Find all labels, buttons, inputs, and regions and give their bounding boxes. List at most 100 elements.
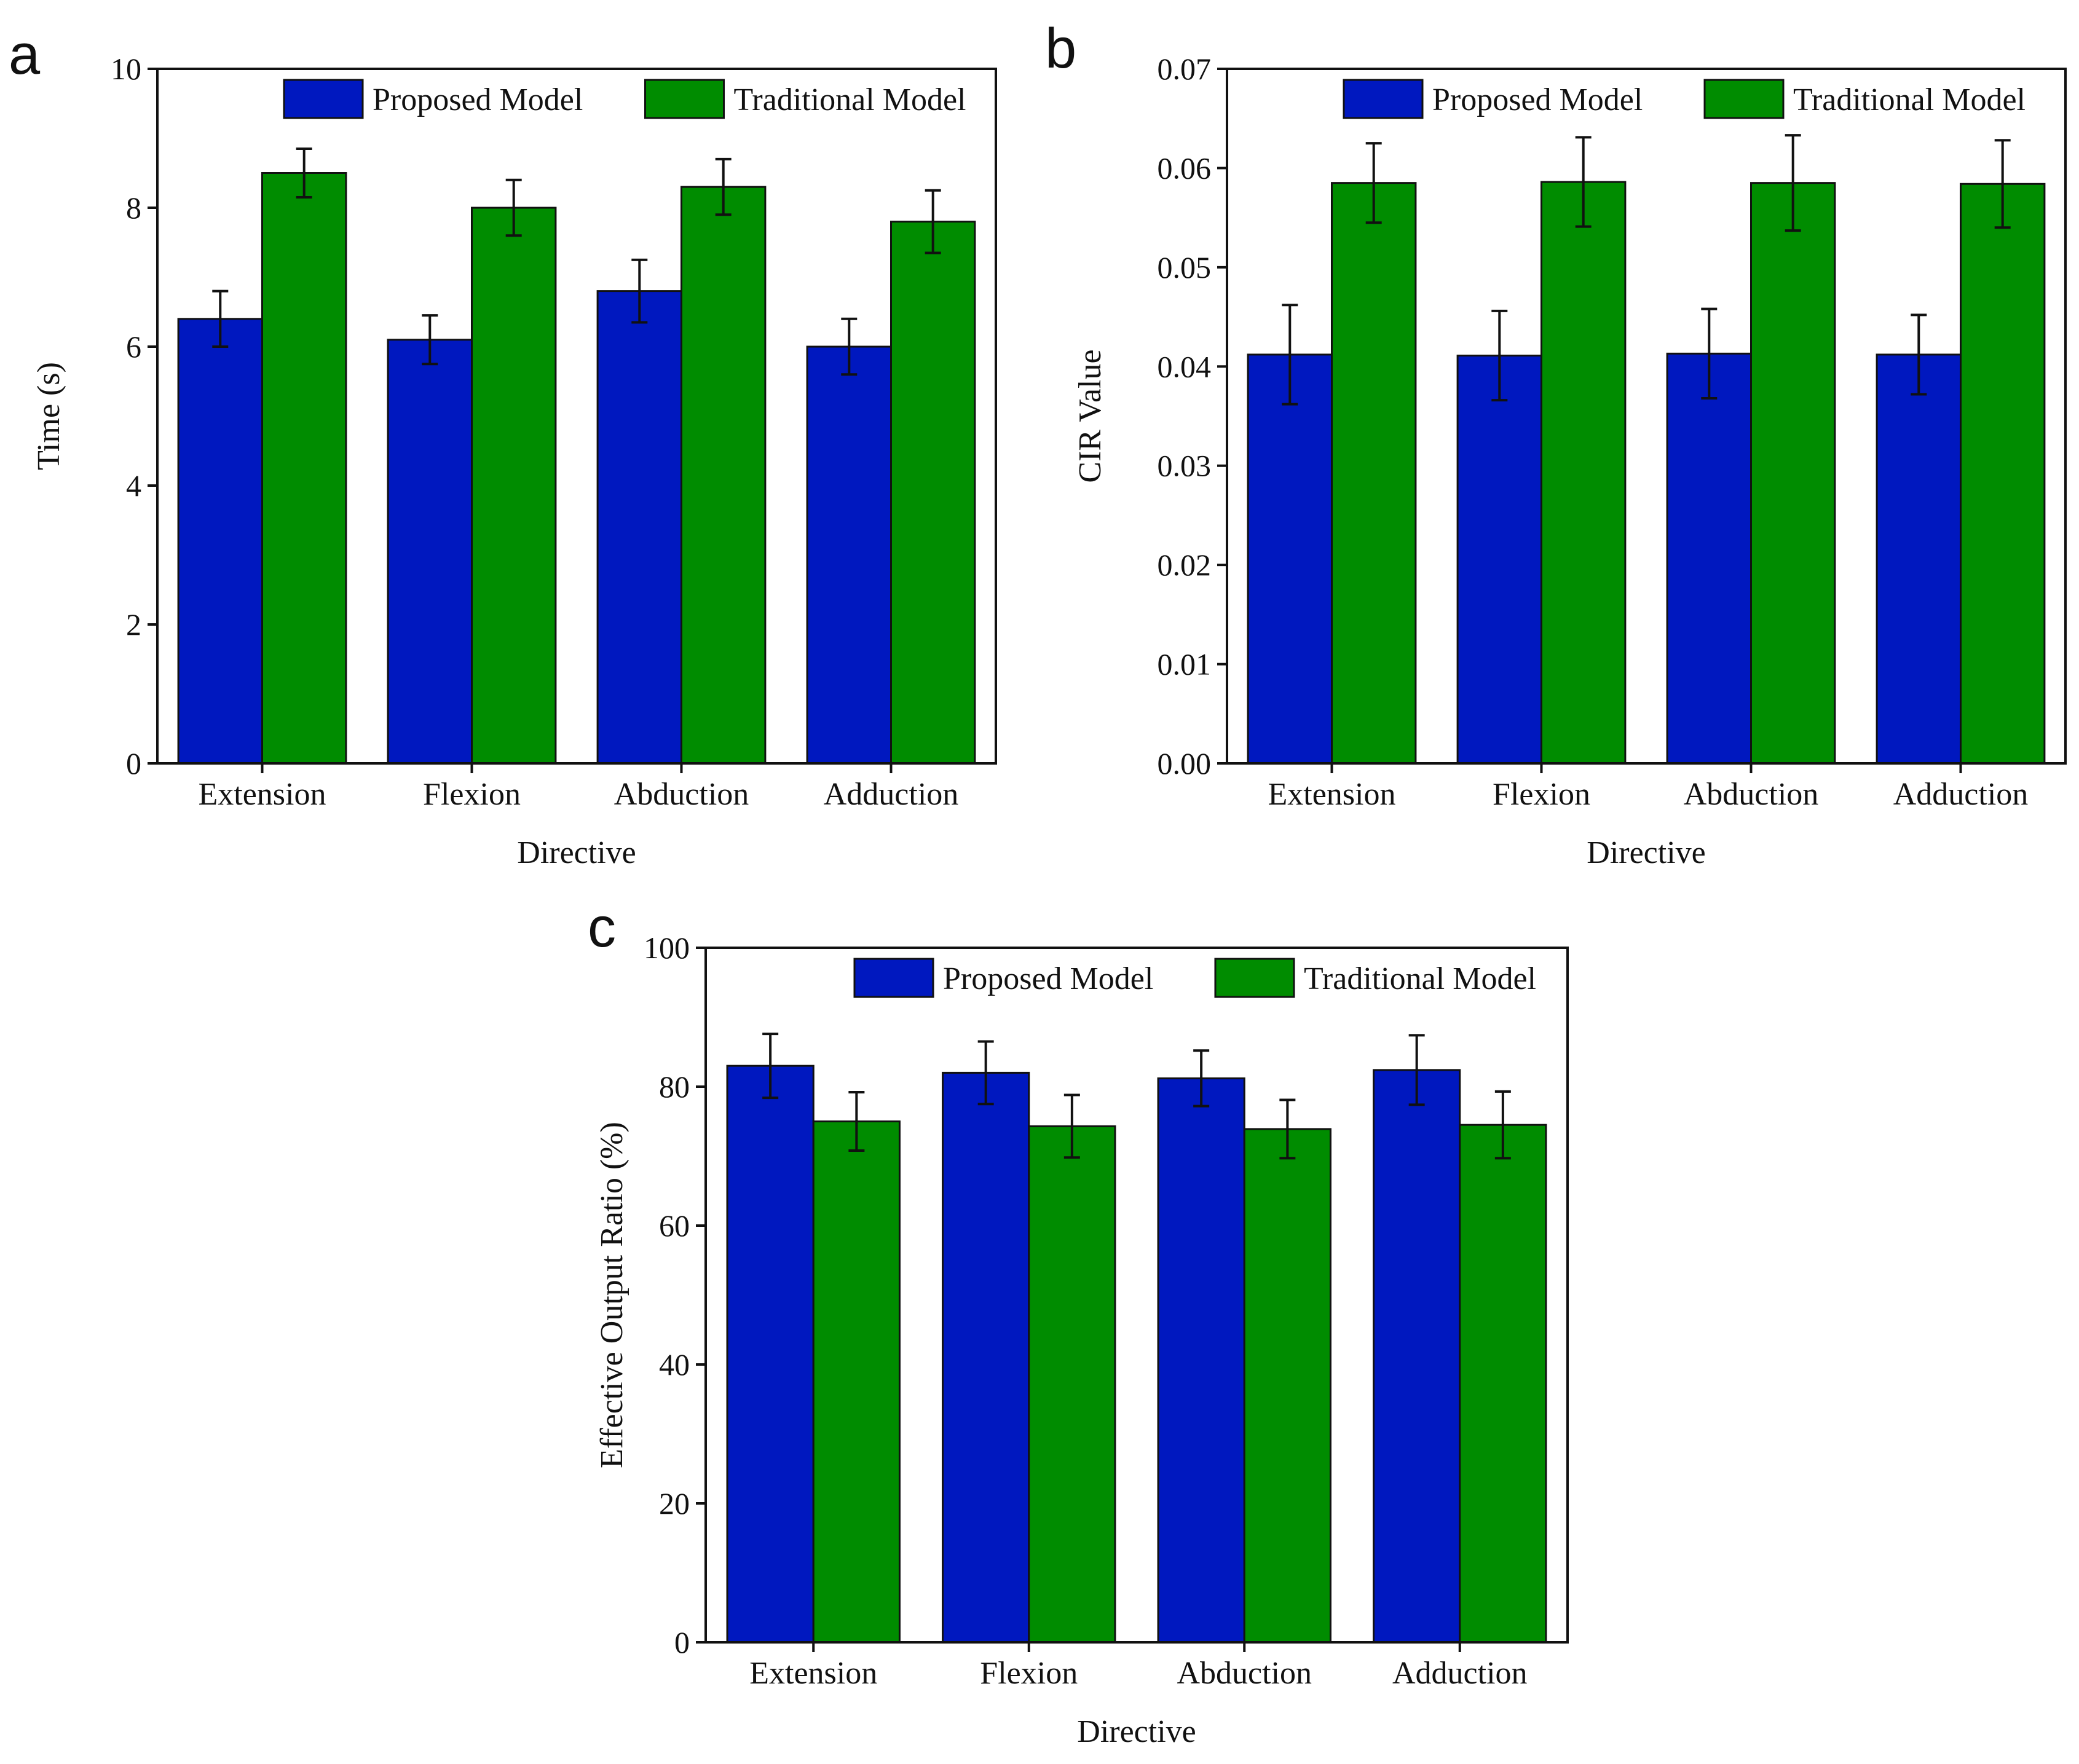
- x-tick-label-flexion: Flexion: [980, 1656, 1078, 1691]
- error-bar-traditional-adduction: [1994, 139, 2011, 229]
- error-bar-proposed-abduction: [1193, 1049, 1210, 1108]
- bar-traditional-flexion: [1541, 181, 1627, 765]
- x-tick-label-flexion: Flexion: [423, 777, 521, 812]
- panel-letter: c: [588, 896, 616, 959]
- bar-proposed-flexion: [942, 1071, 1030, 1644]
- y-tick-label: 0: [674, 1625, 690, 1660]
- y-tick-label: 80: [659, 1069, 690, 1104]
- y-tick-label: 0.07: [1158, 52, 1212, 86]
- error-bar-proposed-flexion: [1491, 309, 1508, 402]
- legend: Proposed Model Traditional Model: [853, 958, 1536, 998]
- y-tick-label: 8: [126, 191, 141, 225]
- error-bar-proposed-adduction: [1911, 313, 1927, 396]
- x-tick-label-adduction: Adduction: [824, 777, 959, 812]
- error-bar-proposed-flexion: [977, 1040, 994, 1106]
- legend-swatch-proposed: [283, 79, 364, 119]
- legend-swatch-proposed: [1343, 79, 1424, 119]
- plot-frame: [156, 68, 997, 765]
- error-bar-proposed-flexion: [422, 314, 438, 366]
- x-tick-label-abduction: Abduction: [614, 777, 749, 812]
- y-axis-label: Time (s): [31, 362, 66, 470]
- legend-swatch-traditional: [644, 79, 725, 119]
- bar-traditional-extension: [812, 1120, 901, 1644]
- plot-frame: [704, 947, 1569, 1644]
- y-tick-label: 0: [126, 746, 141, 781]
- x-tick-label-abduction: Abduction: [1684, 777, 1819, 812]
- bar-traditional-abduction: [681, 186, 767, 765]
- x-tick-label-extension: Extension: [749, 1656, 877, 1691]
- error-bar-traditional-extension: [1365, 142, 1382, 224]
- error-bar-traditional-extension: [848, 1091, 865, 1152]
- x-tick-label-adduction: Adduction: [1392, 1656, 1528, 1691]
- legend-swatch-proposed: [853, 958, 934, 998]
- y-tick-label: 6: [126, 329, 141, 364]
- bar-proposed-extension: [726, 1065, 815, 1644]
- y-axis-label: CIR Value: [1073, 349, 1108, 482]
- bar-proposed-flexion: [1456, 355, 1543, 765]
- legend-label-traditional: Traditional Model: [734, 82, 966, 117]
- chart-panel-b: b 0.00 0.01 0.02 0.03 0.04 0.05 0.06 0.07 Extensi…: [1045, 17, 2067, 870]
- legend-label-traditional: Traditional Model: [1304, 961, 1536, 996]
- error-bar-traditional-extension: [296, 147, 312, 199]
- bar-traditional-adduction: [890, 221, 976, 765]
- bar-proposed-abduction: [1157, 1077, 1245, 1644]
- error-bar-traditional-flexion: [1575, 136, 1592, 228]
- panel-letter: b: [1045, 17, 1076, 80]
- bar-traditional-extension: [261, 172, 347, 765]
- error-bar-traditional-abduction: [1785, 134, 1801, 232]
- error-bar-proposed-abduction: [1701, 307, 1718, 400]
- y-tick-label: 60: [659, 1208, 690, 1243]
- bar-proposed-extension: [177, 318, 263, 765]
- bar-proposed-abduction: [1666, 352, 1753, 765]
- bar-traditional-abduction: [1750, 182, 1836, 765]
- x-tick-label-extension: Extension: [1268, 777, 1396, 812]
- error-bar-proposed-extension: [212, 289, 229, 348]
- plot-frame: [1226, 68, 2067, 765]
- chart-panel-a: a 0 2 4 6 8 10 Extension Flexion Abduction Adducti…: [9, 23, 997, 870]
- y-tick-label: 0.05: [1158, 250, 1212, 285]
- bar-proposed-adduction: [806, 345, 892, 765]
- error-bar-proposed-extension: [1282, 304, 1298, 406]
- x-axis-label: Directive: [1077, 1714, 1196, 1749]
- x-axis-label: Directive: [517, 835, 636, 870]
- bar-traditional-flexion: [471, 207, 557, 765]
- legend-label-proposed: Proposed Model: [1432, 82, 1643, 117]
- y-tick-label: 0.01: [1158, 647, 1212, 682]
- y-tick-label: 10: [111, 52, 141, 86]
- bar-traditional-adduction: [1960, 183, 2046, 765]
- y-axis-label: Effective Output Ratio (%): [594, 1122, 629, 1468]
- chart-panel-c: c 0 20 40 60 80 100 Extension Flexion Abduction Ad…: [588, 896, 1569, 1749]
- bar-traditional-adduction: [1459, 1124, 1547, 1644]
- error-bar-proposed-adduction: [841, 317, 858, 376]
- legend-label-traditional: Traditional Model: [1793, 82, 2026, 117]
- y-tick-label: 0.02: [1158, 548, 1212, 582]
- x-tick-label-flexion: Flexion: [1493, 777, 1590, 812]
- bar-proposed-abduction: [596, 290, 682, 765]
- bar-proposed-extension: [1247, 353, 1333, 765]
- y-tick-label: 20: [659, 1486, 690, 1521]
- y-tick-label: 2: [126, 607, 141, 642]
- y-tick-label: 4: [126, 468, 141, 503]
- legend-swatch-traditional: [1214, 958, 1295, 998]
- error-bar-traditional-flexion: [505, 178, 522, 237]
- bar-traditional-extension: [1331, 182, 1417, 765]
- y-tick-label: 40: [659, 1347, 690, 1382]
- error-bar-traditional-abduction: [1279, 1098, 1296, 1160]
- x-tick-label-abduction: Abduction: [1177, 1656, 1312, 1691]
- x-tick-label-adduction: Adduction: [1893, 777, 2029, 812]
- error-bar-proposed-adduction: [1408, 1034, 1425, 1106]
- error-bar-traditional-abduction: [715, 157, 732, 216]
- panel-letter: a: [9, 23, 41, 86]
- bar-proposed-adduction: [1876, 353, 1962, 765]
- error-bar-proposed-abduction: [631, 258, 648, 324]
- legend-swatch-traditional: [1703, 79, 1785, 119]
- y-tick-label: 0.06: [1158, 151, 1212, 185]
- y-tick-label: 0.04: [1158, 349, 1212, 384]
- error-bar-traditional-adduction: [925, 189, 941, 254]
- y-tick-label: 100: [644, 931, 690, 965]
- error-bar-traditional-adduction: [1494, 1090, 1511, 1160]
- y-tick-label: 0.03: [1158, 449, 1212, 483]
- error-bar-proposed-extension: [762, 1033, 779, 1100]
- error-bar-traditional-flexion: [1063, 1093, 1080, 1159]
